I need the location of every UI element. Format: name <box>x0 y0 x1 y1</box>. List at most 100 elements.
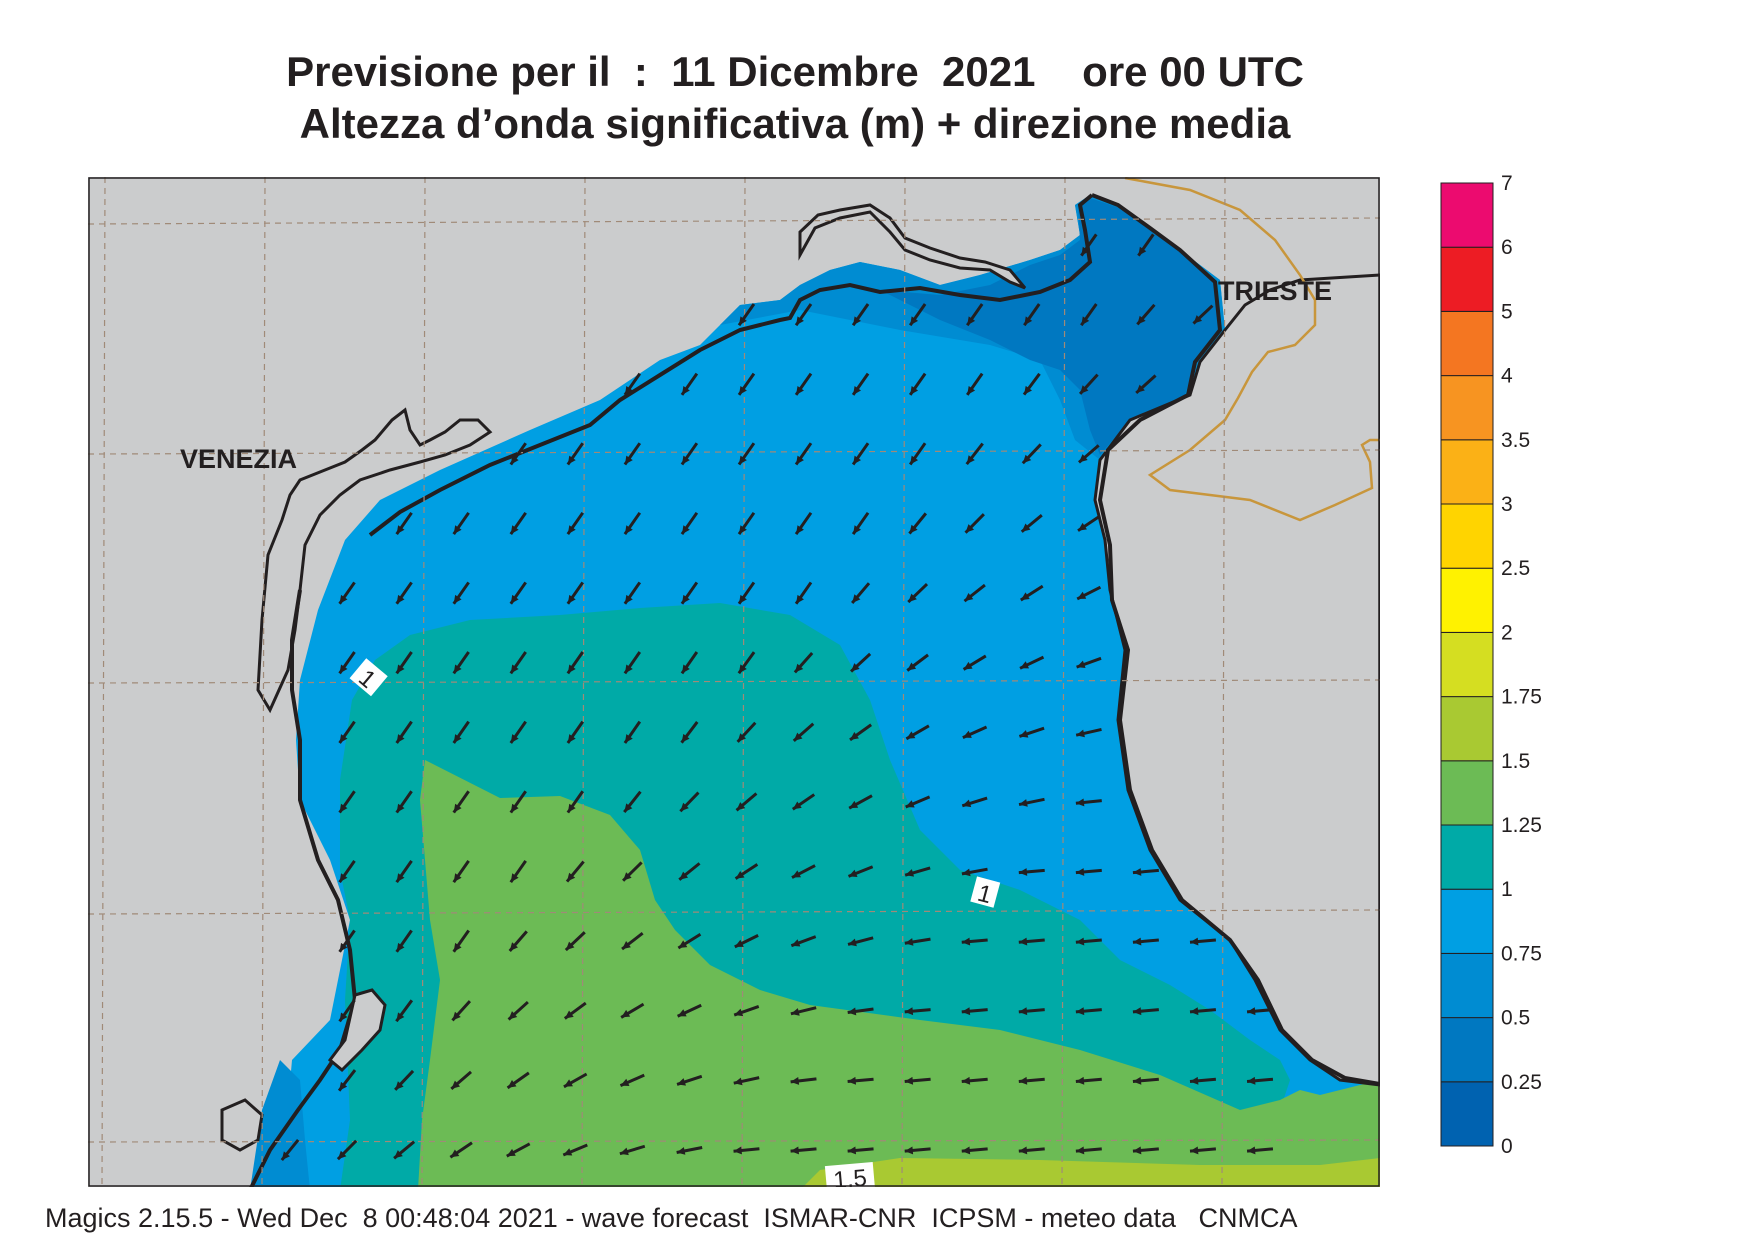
legend-tick-label: 5 <box>1501 300 1513 323</box>
legend-tick-label: 4 <box>1501 365 1513 388</box>
direction-arrow <box>737 651 756 675</box>
direction-arrow <box>1132 868 1159 876</box>
legend-tick-label: 1 <box>1501 878 1513 901</box>
direction-arrow <box>1135 374 1157 395</box>
direction-arrow <box>680 651 699 675</box>
grid-lines <box>88 177 1380 1187</box>
direction-arrow <box>621 932 644 951</box>
direction-arrow <box>566 581 584 605</box>
direction-arrow <box>908 512 928 535</box>
direction-arrow <box>1018 1076 1045 1085</box>
direction-arrow <box>509 651 527 675</box>
legend-box <box>1440 439 1494 505</box>
legend-colour-boxes <box>1440 182 1494 1147</box>
footer-credits: Magics 2.15.5 - Wed Dec 8 00:48:04 2021 … <box>45 1203 1298 1233</box>
direction-arrow <box>623 372 642 396</box>
direction-arrow <box>961 867 988 877</box>
legend-box <box>1440 246 1494 312</box>
legend-tick-label: 0.75 <box>1501 942 1542 965</box>
coastline-west <box>249 589 358 1187</box>
contour-label-1-west: 1 <box>349 658 388 697</box>
direction-arrow <box>680 372 699 396</box>
legend-box <box>1440 567 1494 633</box>
direction-arrow <box>908 303 927 327</box>
direction-arrow <box>737 442 756 466</box>
direction-arrow <box>734 863 759 880</box>
direction-arrow <box>677 933 702 950</box>
direction-arrow <box>1018 1146 1045 1155</box>
direction-arrow <box>735 792 758 812</box>
legend-tick-label: 2.5 <box>1501 557 1530 580</box>
direction-arrow <box>966 303 984 327</box>
mean-direction-arrows <box>280 233 1274 1162</box>
direction-arrow <box>509 511 527 535</box>
coastline-north <box>368 193 1094 537</box>
legend-box <box>1440 888 1494 954</box>
direction-arrow <box>509 581 527 605</box>
city-label-trieste: TRIESTE <box>1218 276 1332 306</box>
direction-arrow <box>395 581 413 605</box>
direction-arrow <box>961 1146 988 1155</box>
direction-arrow <box>961 1007 988 1016</box>
contour-label-text: 1.5 <box>832 1165 868 1187</box>
direction-arrow <box>507 1000 529 1021</box>
direction-arrow <box>851 511 870 535</box>
legend-tick-label: 0.25 <box>1501 1071 1542 1094</box>
direction-arrow <box>395 720 413 744</box>
direction-arrow <box>393 1140 416 1160</box>
direction-arrow <box>679 791 700 813</box>
direction-arrow <box>962 725 988 740</box>
po-delta-lobe <box>220 1098 264 1152</box>
direction-arrow <box>1075 868 1102 876</box>
direction-arrow <box>793 651 814 674</box>
direction-arrow <box>622 861 643 882</box>
direction-arrow <box>680 511 699 535</box>
direction-arrow <box>1018 726 1045 738</box>
chart-title-line-1: Previsione per il : 11 Dicembre 2021 ore… <box>286 48 1304 95</box>
direction-arrow <box>509 442 527 466</box>
direction-arrow <box>794 303 813 327</box>
direction-arrow <box>338 929 356 953</box>
direction-arrow <box>1189 1146 1217 1155</box>
direction-arrow <box>676 1146 703 1155</box>
direction-arrow <box>566 720 584 744</box>
venice-lagoon <box>256 407 493 714</box>
direction-arrow <box>906 653 929 672</box>
direction-arrow <box>1075 1146 1102 1155</box>
direction-arrow <box>1132 1007 1159 1016</box>
direction-arrow <box>733 1076 760 1086</box>
direction-arrow <box>450 1070 472 1091</box>
direction-arrow <box>566 790 584 814</box>
sea-zone-1-5-1-75 <box>803 1158 1380 1187</box>
legend-tick-label: 7 <box>1501 175 1513 195</box>
direction-arrow <box>623 442 642 466</box>
direction-arrow <box>791 793 816 811</box>
direction-arrow <box>905 795 931 809</box>
direction-arrow <box>452 790 470 814</box>
legend-box <box>1440 375 1494 441</box>
legend-tick-label: 1.25 <box>1501 814 1542 837</box>
direction-arrow <box>790 1077 817 1085</box>
direction-arrow <box>676 1003 702 1018</box>
direction-arrow <box>451 1000 472 1022</box>
direction-arrow <box>565 860 585 883</box>
direction-arrow <box>395 651 413 675</box>
direction-arrow <box>907 582 929 604</box>
direction-arrow <box>847 1076 874 1085</box>
direction-arrow <box>1076 656 1102 669</box>
direction-arrow <box>566 651 584 675</box>
direction-arrow <box>847 1007 874 1016</box>
direction-arrow <box>449 1141 473 1159</box>
direction-arrow <box>452 651 470 675</box>
direction-arrow <box>737 372 756 396</box>
legend-tick-label: 1.5 <box>1501 750 1530 773</box>
direction-arrow <box>737 511 756 535</box>
direction-arrow <box>1018 1007 1045 1016</box>
legend-box <box>1440 1081 1494 1147</box>
direction-arrow <box>851 442 870 466</box>
direction-arrow <box>849 723 873 742</box>
direction-arrow <box>851 582 871 604</box>
direction-arrow <box>1018 937 1045 946</box>
direction-arrow <box>338 720 356 744</box>
direction-arrow <box>904 937 931 946</box>
